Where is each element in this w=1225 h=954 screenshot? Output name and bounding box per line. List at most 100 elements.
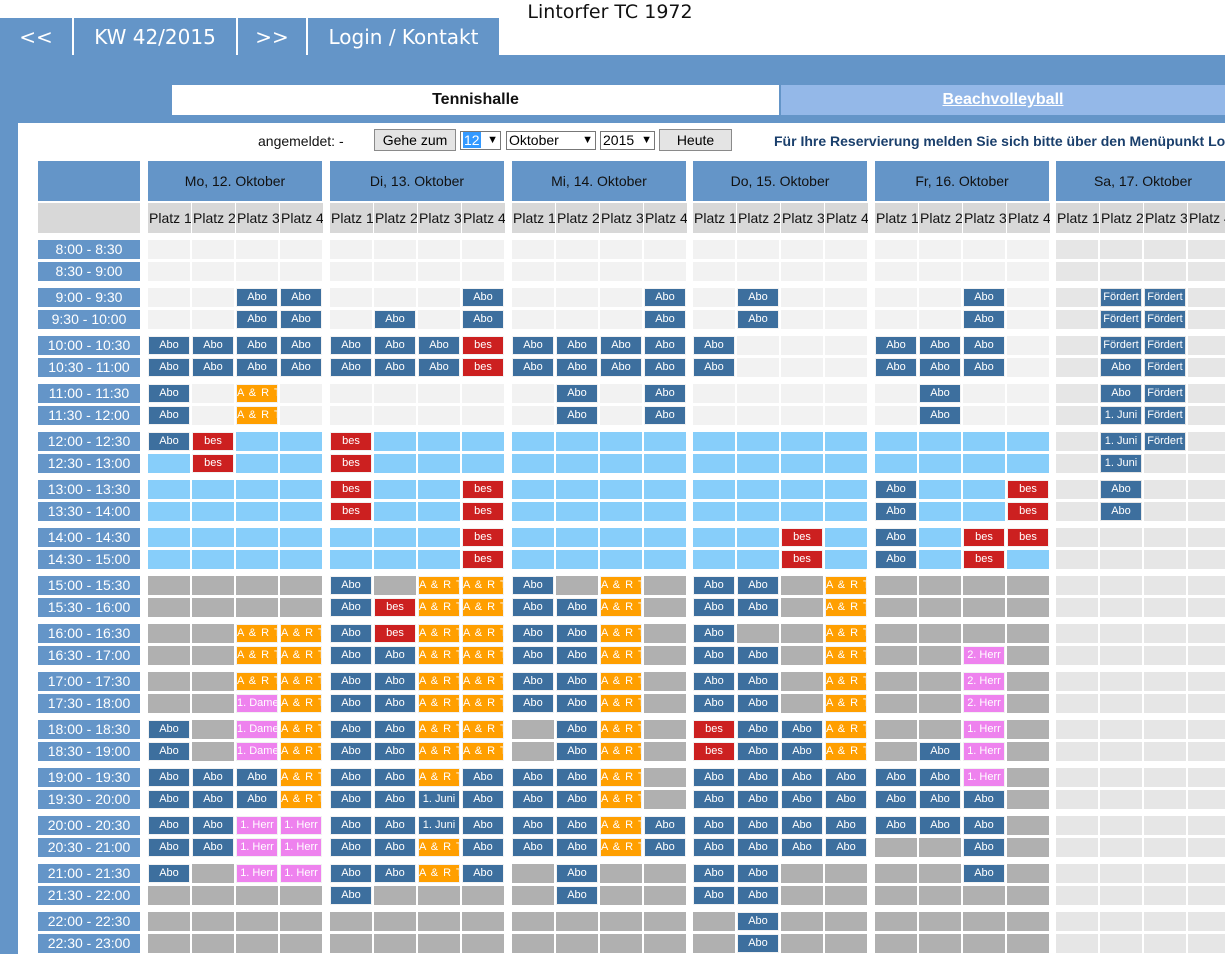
booking-slot[interactable] (644, 432, 687, 452)
booking-slot[interactable] (512, 262, 555, 282)
booking-slot[interactable] (781, 310, 824, 330)
booking-slot[interactable] (1100, 886, 1143, 906)
booking-badge[interactable]: bes (331, 481, 371, 498)
booking-badge[interactable]: Abo (331, 337, 371, 354)
booking-badge[interactable]: 1. Herr (281, 865, 321, 882)
booking-badge[interactable]: 1. Dame (237, 743, 277, 760)
booking-badge[interactable]: Abo (920, 791, 960, 808)
booking-badge[interactable]: Abo (964, 817, 1004, 834)
booking-badge[interactable]: Abo (782, 769, 822, 786)
booking-slot[interactable] (1188, 672, 1225, 692)
booking-slot[interactable] (875, 384, 918, 404)
booking-badge[interactable]: Abo (920, 743, 960, 760)
booking-badge[interactable]: Fördert (1145, 289, 1185, 306)
booking-badge[interactable]: Abo (557, 791, 597, 808)
booking-slot[interactable] (1144, 886, 1187, 906)
booking-slot[interactable] (374, 576, 417, 596)
booking-slot[interactable] (280, 384, 323, 404)
booking-slot[interactable] (963, 406, 1006, 426)
booking-badge[interactable]: bes (463, 481, 503, 498)
booking-slot[interactable] (418, 550, 461, 570)
booking-slot[interactable] (280, 598, 323, 618)
booking-slot[interactable] (1100, 240, 1143, 260)
booking-badge[interactable]: Abo (557, 887, 597, 904)
booking-slot[interactable] (825, 912, 868, 932)
booking-slot[interactable] (148, 912, 191, 932)
booking-badge[interactable]: A & R T (463, 743, 503, 760)
booking-slot[interactable] (825, 864, 868, 884)
booking-slot[interactable] (1188, 454, 1225, 474)
booking-slot[interactable] (1056, 816, 1099, 836)
booking-slot[interactable] (330, 384, 373, 404)
booking-badge[interactable]: Abo (513, 577, 553, 594)
booking-badge[interactable]: Abo (281, 337, 321, 354)
booking-slot[interactable] (1144, 576, 1187, 596)
booking-slot[interactable] (600, 432, 643, 452)
booking-badge[interactable]: 1. Herr (964, 721, 1004, 738)
booking-slot[interactable] (280, 262, 323, 282)
booking-badge[interactable]: Abo (419, 337, 459, 354)
booking-slot[interactable] (1188, 694, 1225, 714)
booking-slot[interactable] (644, 624, 687, 644)
booking-badge[interactable]: Abo (738, 577, 778, 594)
booking-badge[interactable]: bes (1008, 529, 1048, 546)
booking-slot[interactable] (600, 912, 643, 932)
booking-slot[interactable] (1007, 790, 1050, 810)
booking-badge[interactable]: bes (463, 503, 503, 520)
booking-slot[interactable] (1056, 838, 1099, 858)
booking-badge[interactable]: Abo (920, 337, 960, 354)
booking-slot[interactable] (192, 720, 235, 740)
booking-slot[interactable] (148, 528, 191, 548)
booking-badge[interactable]: Abo (375, 839, 415, 856)
booking-badge[interactable]: A & R T (419, 721, 459, 738)
booking-slot[interactable] (1144, 790, 1187, 810)
booking-slot[interactable] (1007, 406, 1050, 426)
booking-slot[interactable] (781, 502, 824, 522)
booking-badge[interactable]: A & R T (419, 839, 459, 856)
booking-slot[interactable] (781, 864, 824, 884)
booking-slot[interactable] (192, 624, 235, 644)
booking-slot[interactable] (825, 934, 868, 954)
booking-badge[interactable]: Abo (149, 743, 189, 760)
booking-slot[interactable] (1056, 336, 1099, 356)
booking-slot[interactable] (1144, 912, 1187, 932)
booking-slot[interactable] (1100, 646, 1143, 666)
booking-slot[interactable] (1188, 240, 1225, 260)
booking-badge[interactable]: A & R T (237, 673, 277, 690)
booking-badge[interactable]: Abo (513, 817, 553, 834)
booking-badge[interactable]: A & R T (601, 743, 641, 760)
booking-slot[interactable] (919, 694, 962, 714)
booking-slot[interactable] (236, 550, 279, 570)
booking-badge[interactable]: Abo (281, 311, 321, 328)
booking-badge[interactable]: Abo (1101, 359, 1141, 376)
booking-slot[interactable] (512, 886, 555, 906)
booking-badge[interactable]: Abo (694, 865, 734, 882)
booking-slot[interactable] (737, 528, 780, 548)
booking-badge[interactable]: Abo (149, 359, 189, 376)
booking-slot[interactable] (512, 288, 555, 308)
booking-slot[interactable] (825, 480, 868, 500)
booking-badge[interactable]: Abo (920, 769, 960, 786)
booking-slot[interactable] (1100, 768, 1143, 788)
booking-slot[interactable] (693, 550, 736, 570)
booking-slot[interactable] (781, 262, 824, 282)
booking-slot[interactable] (825, 406, 868, 426)
booking-badge[interactable]: 1. Herr (237, 839, 277, 856)
booking-slot[interactable] (693, 480, 736, 500)
booking-slot[interactable] (919, 310, 962, 330)
booking-slot[interactable] (330, 550, 373, 570)
booking-slot[interactable] (1100, 934, 1143, 954)
booking-badge[interactable]: Abo (738, 673, 778, 690)
booking-slot[interactable] (512, 528, 555, 548)
booking-slot[interactable] (374, 886, 417, 906)
booking-slot[interactable] (374, 502, 417, 522)
booking-badge[interactable]: Abo (738, 865, 778, 882)
booking-badge[interactable]: Abo (876, 337, 916, 354)
booking-slot[interactable] (374, 480, 417, 500)
booking-badge[interactable]: Abo (557, 647, 597, 664)
booking-slot[interactable] (1144, 694, 1187, 714)
booking-slot[interactable] (280, 886, 323, 906)
booking-slot[interactable] (644, 502, 687, 522)
booking-badge[interactable]: Abo (557, 407, 597, 424)
booking-slot[interactable] (875, 406, 918, 426)
